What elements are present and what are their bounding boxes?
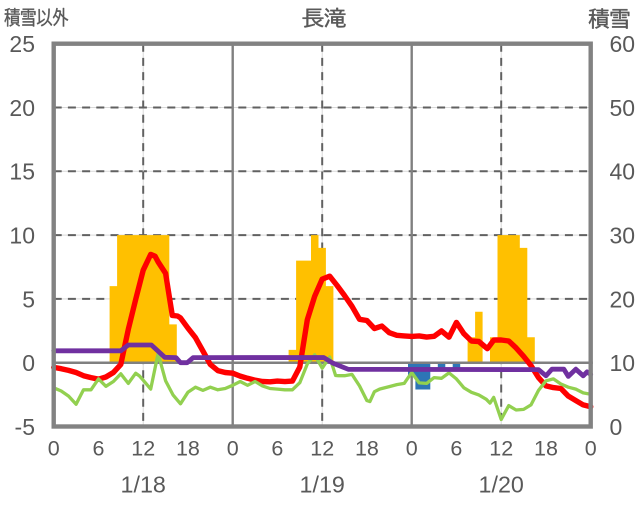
svg-text:1/18: 1/18: [121, 471, 166, 497]
svg-text:18: 18: [176, 437, 200, 461]
svg-text:6: 6: [271, 437, 283, 461]
svg-text:1/19: 1/19: [300, 471, 345, 497]
svg-text:5: 5: [22, 286, 35, 312]
svg-text:40: 40: [610, 159, 636, 185]
svg-text:20: 20: [9, 95, 35, 121]
svg-text:12: 12: [131, 437, 155, 461]
svg-text:6: 6: [450, 437, 462, 461]
svg-text:20: 20: [610, 286, 636, 312]
svg-text:18: 18: [534, 437, 558, 461]
svg-text:0: 0: [48, 437, 60, 461]
svg-text:50: 50: [610, 95, 636, 121]
svg-text:0: 0: [610, 414, 623, 440]
svg-text:0: 0: [22, 350, 35, 376]
svg-text:25: 25: [9, 31, 35, 57]
svg-text:12: 12: [489, 437, 513, 461]
svg-text:-5: -5: [15, 414, 35, 440]
svg-text:60: 60: [610, 31, 636, 57]
svg-text:0: 0: [585, 437, 597, 461]
svg-text:10: 10: [610, 350, 636, 376]
svg-text:30: 30: [610, 223, 636, 249]
svg-text:1/20: 1/20: [479, 471, 524, 497]
svg-text:0: 0: [227, 437, 239, 461]
svg-text:18: 18: [355, 437, 379, 461]
svg-text:15: 15: [9, 159, 35, 185]
svg-text:0: 0: [406, 437, 418, 461]
svg-text:6: 6: [93, 437, 105, 461]
svg-text:10: 10: [9, 223, 35, 249]
svg-text:12: 12: [310, 437, 334, 461]
